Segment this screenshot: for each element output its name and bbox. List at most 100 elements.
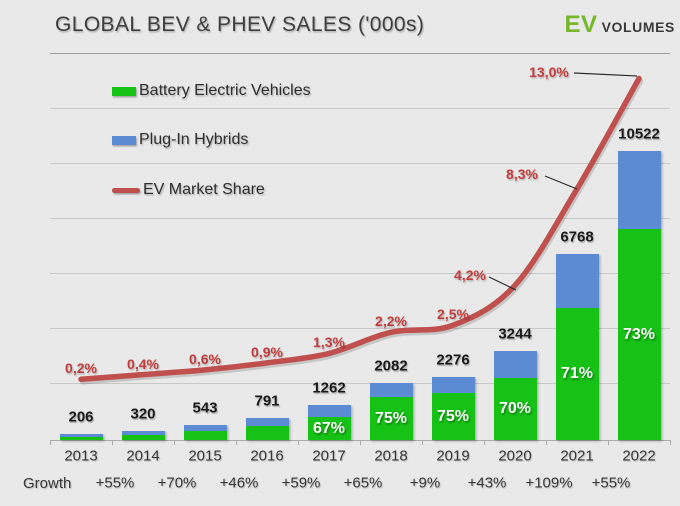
total-label-2017: 1262 <box>312 379 346 397</box>
x-axis-tick-5 <box>360 441 361 445</box>
bar-segment-bev-2018 <box>369 396 413 440</box>
phev-blue-rect-icon <box>112 135 136 145</box>
bev-pct-label-2021: 71% <box>560 365 594 382</box>
bar-2016 <box>245 418 289 440</box>
gridline-0 <box>50 108 670 109</box>
bev-green-rect-icon <box>112 86 136 96</box>
market-share-label-2018: 2,2% <box>375 313 407 330</box>
bar-2013 <box>59 434 103 440</box>
gridline-5 <box>50 383 670 384</box>
total-label-2015: 543 <box>192 399 218 417</box>
callout-leader-line-2020 <box>488 276 517 291</box>
year-label-2013: 2013 <box>64 447 98 465</box>
growth-caption: Growth <box>23 475 72 492</box>
bar-segment-bev-2016 <box>245 425 289 440</box>
bar-segment-bev-2013 <box>59 436 103 440</box>
growth-value-2019-2020: +43% <box>467 474 507 492</box>
legend-item-0: Battery Electric Vehicles <box>112 80 311 102</box>
bar-segment-bev-2017 <box>307 416 351 440</box>
callout-leader-line-2021 <box>544 175 578 190</box>
bar-segment-phev-2020 <box>493 350 537 378</box>
growth-value-2015-2016: +46% <box>219 474 259 492</box>
gridline-top-separator <box>50 53 670 54</box>
bev-pct-label-2019: 75% <box>436 407 470 425</box>
growth-value-2018-2019: +9% <box>409 474 441 492</box>
chart-title: GLOBAL BEV & PHEV SALES ('000s) <box>55 13 425 36</box>
bar-segment-bev-2014 <box>121 434 165 440</box>
bar-segment-phev-2016 <box>245 418 289 426</box>
market-share-label-2013: 0,2% <box>65 360 97 377</box>
year-label-2019: 2019 <box>436 447 470 465</box>
market-share-label-2022: 13,0% <box>529 64 569 80</box>
logo-volumes-text: VOLUMES <box>601 19 675 35</box>
market-share-label-2015: 0,6% <box>189 350 221 367</box>
bar-segment-phev-2017 <box>307 405 351 417</box>
x-axis-tick-6 <box>422 441 423 445</box>
bar-segment-phev-2018 <box>369 382 413 397</box>
market-share-label-2020: 4,2% <box>454 267 486 283</box>
bar-2014 <box>121 431 165 440</box>
bar-2018 <box>369 382 413 440</box>
total-label-2022: 10522 <box>618 125 660 143</box>
year-label-2015: 2015 <box>188 447 222 465</box>
total-label-2013: 206 <box>68 408 94 426</box>
x-axis-tick-10 <box>670 441 671 445</box>
x-axis-tick-8 <box>546 441 547 445</box>
x-axis-tick-1 <box>112 441 113 445</box>
legend-item-1: Plug-In Hybrids <box>112 129 248 151</box>
bar-2017 <box>307 405 351 440</box>
ev-volumes-logo: EV VOLUMES <box>565 11 675 39</box>
bar-segment-bev-2020 <box>493 377 537 440</box>
gridline-1 <box>50 163 670 164</box>
legend-label-0: Battery Electric Vehicles <box>139 82 311 99</box>
bar-segment-phev-2021 <box>555 253 599 308</box>
growth-value-2014-2015: +70% <box>157 474 197 492</box>
bar-2021 <box>555 253 599 440</box>
x-axis-tick-7 <box>484 441 485 445</box>
market-share-label-2014: 0,4% <box>127 355 159 372</box>
x-axis-tick-2 <box>174 441 175 445</box>
total-label-2014: 320 <box>130 405 156 423</box>
total-label-2018: 2082 <box>374 357 408 375</box>
growth-value-2020-2021: +109% <box>525 474 573 492</box>
market-share-label-2021: 8,3% <box>506 166 538 182</box>
bar-2015 <box>183 425 227 440</box>
bar-segment-phev-2022 <box>617 150 661 229</box>
bev-pct-label-2018: 75% <box>374 409 408 427</box>
bev-pct-label-2022: 73% <box>622 325 656 343</box>
bar-segment-phev-2019 <box>431 377 475 393</box>
bar-segment-bev-2015 <box>183 430 227 440</box>
bar-2020 <box>493 350 537 440</box>
legend-label-1: Plug-In Hybrids <box>139 131 249 148</box>
year-label-2018: 2018 <box>374 447 408 465</box>
bar-2022 <box>617 150 661 440</box>
x-axis-tick-9 <box>608 441 609 445</box>
gridline-2 <box>50 218 670 219</box>
legend-label-2: EV Market Share <box>143 181 265 198</box>
total-label-2021: 6768 <box>560 228 594 246</box>
total-label-2020: 3244 <box>498 325 532 343</box>
x-axis-tick-0 <box>50 441 51 445</box>
year-label-2022: 2022 <box>622 447 656 465</box>
year-label-2017: 2017 <box>312 447 346 465</box>
bar-segment-phev-2015 <box>183 425 227 431</box>
year-label-2014: 2014 <box>126 447 160 465</box>
year-label-2016: 2016 <box>250 447 284 465</box>
market-share-label-2016: 0,9% <box>251 343 283 360</box>
x-axis-tick-4 <box>298 441 299 445</box>
market-share-label-2019: 2,5% <box>437 306 469 323</box>
year-label-2020: 2020 <box>498 447 532 465</box>
bar-segment-phev-2014 <box>121 431 165 435</box>
legend-item-2: EV Market Share <box>112 179 265 201</box>
callout-leader-line-2022 <box>573 72 638 77</box>
bar-segment-bev-2019 <box>431 392 475 440</box>
bev-pct-label-2020: 70% <box>498 400 532 417</box>
year-label-2021: 2021 <box>560 447 594 465</box>
growth-value-2016-2017: +59% <box>281 474 321 492</box>
x-axis-tick-3 <box>236 441 237 445</box>
logo-ev-text: EV <box>564 11 598 38</box>
bev-pct-label-2017: 67% <box>312 419 346 437</box>
total-label-2016: 791 <box>254 392 280 410</box>
growth-value-2017-2018: +65% <box>343 474 383 492</box>
